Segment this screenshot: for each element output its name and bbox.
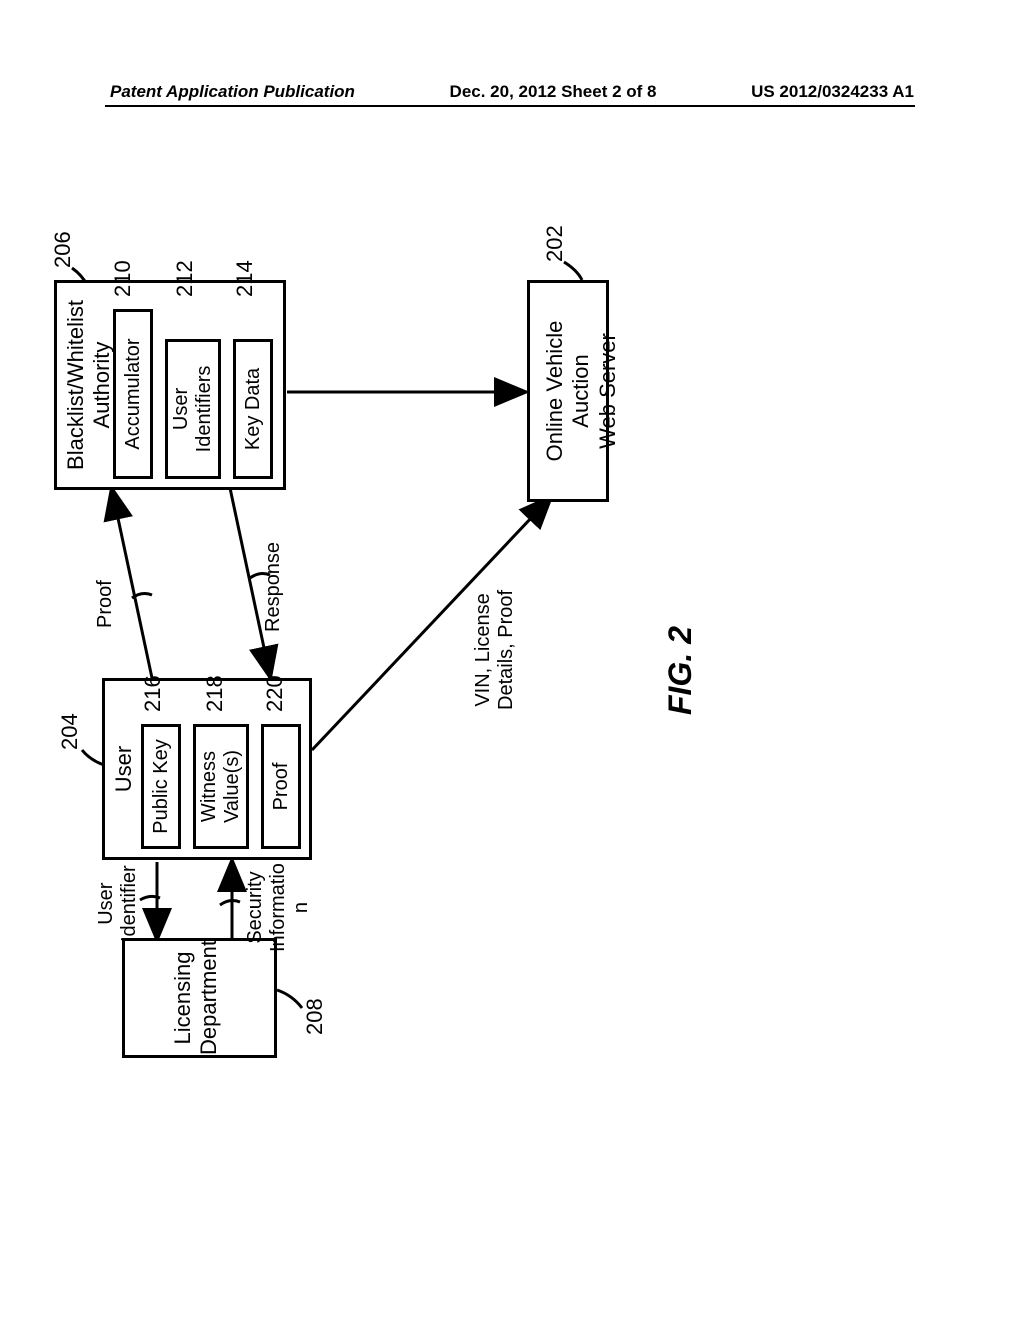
header-center: Dec. 20, 2012 Sheet 2 of 8 [450, 82, 657, 102]
figure-label: FIG. 2 [662, 626, 699, 715]
licensing-box: Licensing Department [122, 938, 277, 1058]
key-data-label: Key Data [242, 368, 265, 450]
user-ref: 204 [57, 713, 83, 750]
authority-ref: 206 [50, 231, 76, 268]
key-data-ref: 214 [232, 260, 258, 297]
witness-label: Witness Value(s) [198, 750, 244, 823]
witness-ref: 218 [202, 675, 228, 712]
header-left: Patent Application Publication [110, 82, 355, 102]
response-label: Response [262, 542, 285, 632]
public-key-ref: 216 [140, 675, 166, 712]
accumulator-box: Accumulator [113, 309, 153, 479]
accumulator-ref: 210 [110, 260, 136, 297]
diagram: Licensing Department 208 User Public Key… [2, 260, 1022, 1050]
witness-box: Witness Value(s) [193, 724, 249, 849]
proof-box: Proof [261, 724, 301, 849]
proof-label: Proof [270, 763, 293, 811]
user-title: User [105, 681, 143, 857]
proof-ref: 220 [262, 675, 288, 712]
proof-edge-label: Proof [94, 580, 117, 628]
security-info-label: Security Informatio n [244, 863, 313, 952]
header-rule [105, 105, 915, 107]
authority-box: Blacklist/Whitelist Authority Accumulato… [54, 280, 286, 490]
licensing-ref: 208 [302, 998, 328, 1035]
webserver-box: Online Vehicle Auction Web Server [527, 280, 609, 502]
user-ids-label: User Identifiers [170, 366, 216, 453]
user-identifier-label: User Identifier [95, 865, 141, 942]
accumulator-label: Accumulator [122, 338, 145, 449]
header-right: US 2012/0324233 A1 [751, 82, 914, 102]
key-data-box: Key Data [233, 339, 273, 479]
user-ids-ref: 212 [172, 260, 198, 297]
webserver-title: Online Vehicle Auction Web Server [530, 283, 627, 499]
user-ids-box: User Identifiers [165, 339, 221, 479]
webserver-ref: 202 [542, 225, 568, 262]
public-key-box: Public Key [141, 724, 181, 849]
vin-label: VIN, License Details, Proof [472, 590, 518, 710]
licensing-title: Licensing Department [125, 941, 229, 1055]
public-key-label: Public Key [150, 739, 173, 834]
